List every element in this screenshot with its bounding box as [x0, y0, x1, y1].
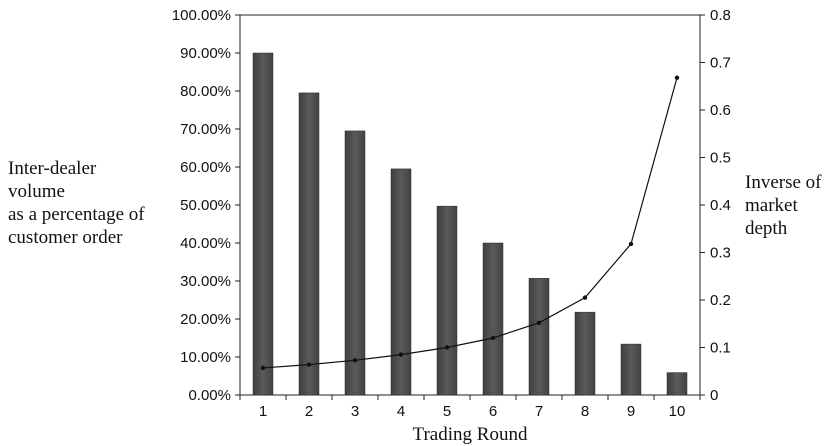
left-tick-label: 30.00%: [180, 273, 231, 290]
right-tick-label: 0.7: [710, 55, 731, 72]
bar-round-1: [252, 52, 274, 396]
right-axis-title-line-1: Inverse of: [745, 172, 822, 193]
x-tick-label: 2: [305, 403, 313, 420]
line-point-round-9: [628, 241, 634, 247]
left-tick-label: 100.00%: [172, 7, 231, 24]
x-tick-label: 7: [535, 403, 543, 420]
left-tick-label: 80.00%: [180, 83, 231, 100]
line-point-round-3: [352, 358, 358, 363]
bar-round-4: [390, 168, 412, 396]
x-tick-label: 5: [443, 403, 451, 420]
left-tick-label: 40.00%: [180, 235, 231, 252]
left-axis-title-line-3: as a percentage of: [8, 204, 145, 225]
left-tick-label: 0.00%: [188, 387, 231, 404]
bar-round-2: [298, 92, 320, 396]
left-tick-label: 20.00%: [180, 311, 231, 328]
right-axis-title-line-2: market: [745, 195, 798, 216]
right-tick-label: 0.3: [710, 245, 731, 262]
bar-round-8: [574, 311, 596, 396]
bar-series: [252, 52, 688, 396]
right-tick-label: 0.2: [710, 292, 731, 309]
x-tick-label: 9: [627, 403, 635, 420]
right-tick-label: 0.6: [710, 102, 731, 119]
line-point-round-10: [674, 75, 680, 80]
right-axis-title-line-3: depth: [745, 218, 788, 239]
x-tick-label: 8: [581, 403, 589, 420]
right-tick-label: 0.4: [710, 197, 731, 214]
left-tick-label: 50.00%: [180, 197, 231, 214]
line-series: [260, 75, 680, 371]
left-tick-label: 10.00%: [180, 349, 231, 366]
bar-round-10: [666, 372, 688, 396]
right-tick-label: 0.8: [710, 7, 731, 24]
right-tick-label: 0: [710, 387, 718, 404]
right-tick-label: 0.5: [710, 150, 731, 167]
bar-round-7: [528, 278, 550, 396]
right-tick-label: 0.1: [710, 340, 731, 357]
line-point-round-4: [398, 352, 404, 357]
line-point-round-6: [490, 335, 496, 341]
left-axis-title-line-1: Inter-dealer: [8, 158, 97, 179]
line-point-round-1: [260, 365, 266, 371]
left-tick-label: 60.00%: [180, 159, 231, 176]
left-tick-label: 90.00%: [180, 45, 231, 62]
x-tick-label: 3: [351, 403, 359, 420]
right-axis-ticks: 0 0.1 0.2 0.3 0.4 0.5 0.6 0.7 0.8: [700, 7, 731, 404]
bar-round-3: [344, 130, 366, 396]
left-axis-ticks: 0.00% 10.00% 20.00% 30.00% 40.00% 50.00% 60.00…: [172, 7, 240, 404]
line-point-round-8: [582, 295, 588, 300]
x-tick-label: 6: [489, 403, 497, 420]
x-axis-title: Trading Round: [413, 424, 528, 445]
x-axis-ticks: 1 2 3 4 5 6 7 8 9 10: [239, 395, 701, 420]
left-axis-title-line-2: volume: [8, 181, 65, 202]
bar-round-5: [436, 205, 458, 396]
x-tick-label: 10: [669, 403, 686, 420]
left-axis-title-line-4: customer order: [8, 227, 123, 248]
x-tick-label: 1: [259, 403, 267, 420]
left-tick-label: 70.00%: [180, 121, 231, 138]
line-point-round-2: [306, 362, 312, 367]
line-point-round-7: [536, 320, 542, 325]
line-path: [262, 77, 678, 369]
bar-round-6: [482, 242, 504, 396]
line-point-round-5: [444, 345, 450, 350]
x-tick-label: 4: [397, 403, 405, 420]
bar-round-9: [620, 343, 642, 396]
